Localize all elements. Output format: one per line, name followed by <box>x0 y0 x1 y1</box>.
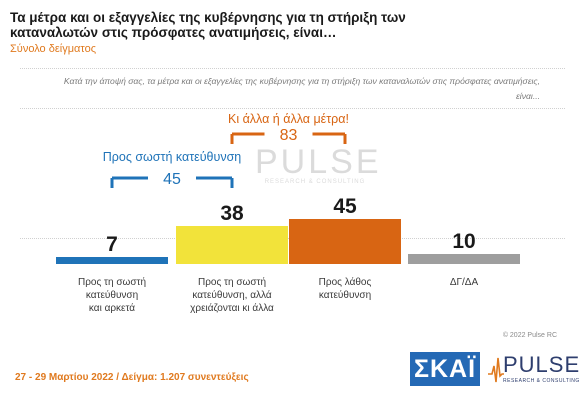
value-label: 38 <box>220 202 244 225</box>
category-label: Προς τη σωστή κατεύθυνση και αρκετά <box>52 276 172 315</box>
group-label: Προς σωστή κατεύθυνση <box>102 150 242 164</box>
copyright-text: © 2022 Pulse RC <box>502 332 557 339</box>
category-label-line: Προς τη σωστή <box>197 277 267 288</box>
watermark-subtext: RESEARCH & CONSULTING <box>264 179 366 185</box>
chart-subtitle: Σύνολο δείγματος <box>10 43 97 55</box>
value-label: 7 <box>106 233 118 256</box>
category-label-line: κατεύθυνση, αλλά <box>192 290 272 301</box>
group-total-label: 83 <box>280 127 298 144</box>
category-label-line: κατεύθυνση <box>318 290 372 301</box>
category-label: ΔΓ/ΔΑ <box>404 276 524 289</box>
bar-3 <box>289 219 401 264</box>
category-label-line: χρειάζονται κι άλλα <box>190 303 274 314</box>
value-label: 45 <box>333 195 357 218</box>
pulse-wave-icon <box>488 357 504 383</box>
group-label: Κι άλλα ή άλλα μέτρα! <box>227 112 349 126</box>
pulse-logo-subtext: RESEARCH & CONSULTING <box>503 378 580 384</box>
category-label-line: Προς λάθος <box>318 277 372 288</box>
bar-2 <box>176 226 288 264</box>
category-label: Προς τη σωστή κατεύθυνση, αλλά χρειάζονται… <box>172 276 292 315</box>
pulse-watermark: PULSE RESEARCH & CONSULTING <box>255 143 382 185</box>
pulse-logo: PULSE RESEARCH & CONSULTING <box>488 352 580 388</box>
bar-4 <box>408 254 520 264</box>
category-label-line: Προς τη σωστή <box>77 277 147 288</box>
category-label-line: κατεύθυνση <box>85 290 139 301</box>
category-label: Προς λάθος κατεύθυνση <box>285 276 405 302</box>
category-label-line: ΔΓ/ΔΑ <box>449 277 479 288</box>
divider-line <box>20 108 565 109</box>
watermark-text: PULSE <box>255 143 382 181</box>
pulse-logo-text: PULSE <box>503 352 581 377</box>
group-total-label: 45 <box>163 171 181 188</box>
category-label-line: και αρκετά <box>88 303 136 314</box>
fieldwork-note: 27 - 29 Μαρτίου 2022 / Δείγμα: 1.207 συν… <box>15 372 249 383</box>
value-label: 10 <box>452 230 475 253</box>
divider-line <box>20 68 565 69</box>
skai-logo: ΣΚΑΪ <box>410 352 480 386</box>
bar-1 <box>56 257 168 264</box>
chart-title: Τα μέτρα και οι εξαγγελίες της κυβέρνηση… <box>10 10 406 40</box>
survey-question: Κατά την άποψή σας, τα μέτρα και οι εξαγ… <box>63 76 540 101</box>
